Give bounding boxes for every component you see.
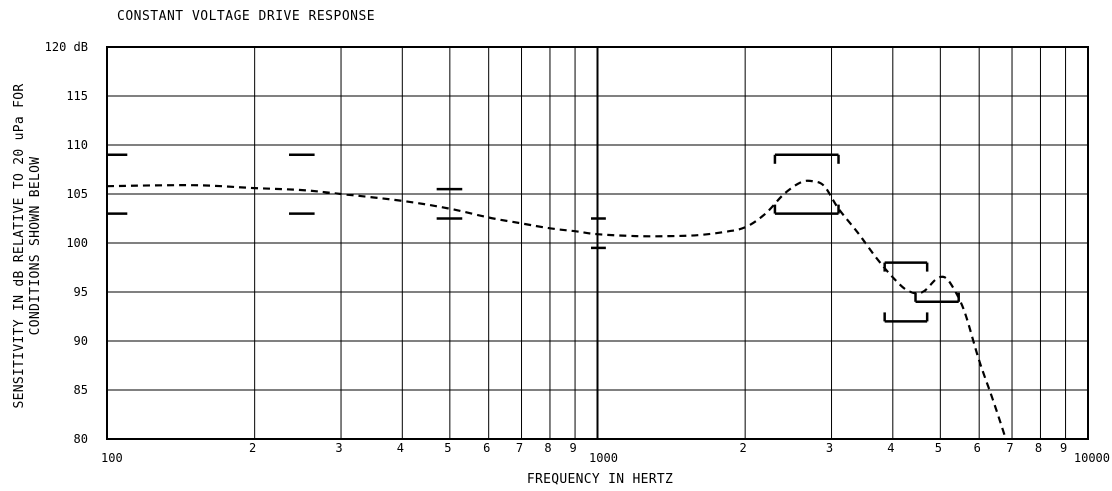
x-tick-label: 3	[826, 441, 833, 455]
x-tick-label: 6	[483, 441, 490, 455]
x-tick-label: 5	[444, 441, 451, 455]
x-tick-label: 3	[335, 441, 342, 455]
x-tick-label: 4	[397, 441, 404, 455]
x-tick-label: 9	[1060, 441, 1067, 455]
y-tick-label: 120 dB	[45, 40, 88, 54]
x-tick-label: 2	[249, 441, 256, 455]
x-tick-label: 8	[544, 441, 551, 455]
y-axis-label-line1: SENSITIVITY IN dB RELATIVE TO 20 uPa FOR	[12, 83, 27, 408]
x-tick-label: 8	[1035, 441, 1042, 455]
y-axis-label-line2: CONDITIONS SHOWN BELOW	[28, 157, 43, 336]
tolerance-bracket	[914, 292, 960, 304]
x-tick-label: 4	[887, 441, 894, 455]
y-tick-label: 110	[66, 138, 88, 152]
y-tick-label: 90	[74, 334, 88, 348]
y-tick-label: 95	[74, 285, 88, 299]
tolerance-bracket	[289, 153, 315, 215]
y-tick-labels: 120 dB 115 110 105 100 95 90 85 80	[45, 40, 88, 446]
x-tick-label: 1000	[589, 451, 618, 465]
x-tick-label: 2	[740, 441, 747, 455]
grid-lines	[106, 46, 1089, 440]
y-tick-label: 80	[74, 432, 88, 446]
x-tick-label: 10000	[1074, 451, 1110, 465]
x-tick-label: 9	[569, 441, 576, 455]
plot-frame	[106, 46, 1089, 440]
y-tick-label: 105	[66, 187, 88, 201]
y-tick-label: 100	[66, 236, 88, 250]
x-tick-label: 7	[1006, 441, 1013, 455]
tolerance-bracket	[591, 217, 606, 250]
response-curve	[106, 179, 1007, 440]
x-tick-label: 5	[935, 441, 942, 455]
x-tick-labels: 100 2 3 4 5 6 7 8 9 1000 2 3 4 5 6 7 8 9 10000	[101, 441, 1110, 465]
y-tick-label: 115	[66, 89, 88, 103]
tolerance-brackets	[107, 153, 960, 323]
tolerance-bracket	[107, 153, 128, 215]
x-axis-label: FREQUENCY IN HERTZ	[527, 472, 673, 487]
y-tick-label: 85	[74, 383, 88, 397]
x-tick-label: 100	[101, 451, 123, 465]
x-tick-label: 6	[974, 441, 981, 455]
response-curve-line	[106, 179, 1007, 440]
tolerance-bracket	[773, 153, 840, 215]
x-tick-label: 7	[516, 441, 523, 455]
chart-title: CONSTANT VOLTAGE DRIVE RESPONSE	[117, 9, 375, 24]
tolerance-bracket	[436, 187, 463, 220]
